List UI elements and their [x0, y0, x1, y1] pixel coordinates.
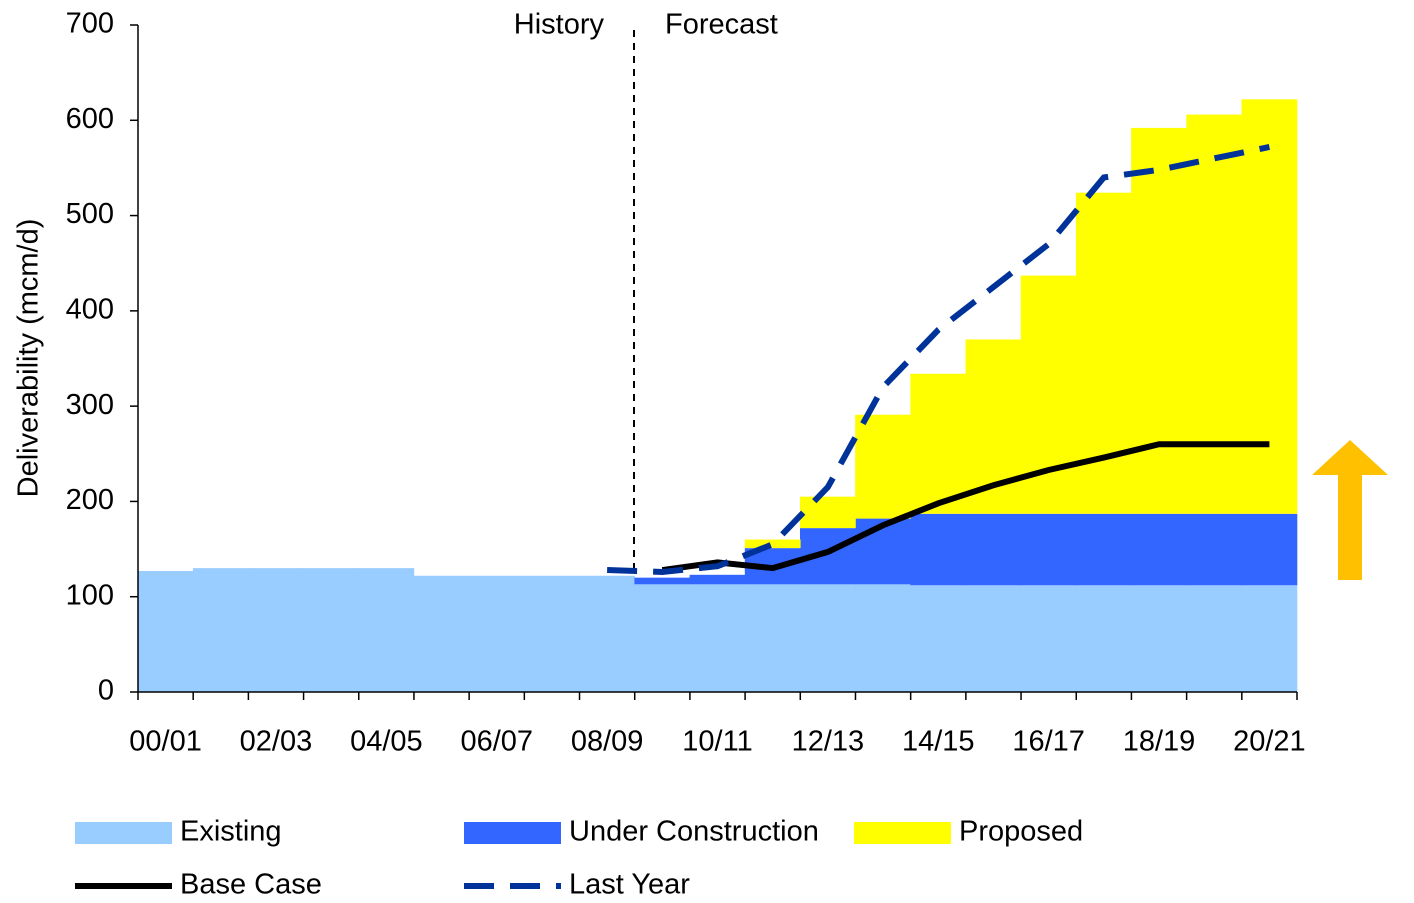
x-tick-label: 02/03	[240, 726, 313, 758]
bar-segment	[1131, 585, 1187, 692]
bar-segment	[1186, 114, 1243, 514]
y-tick-label: 200	[66, 484, 114, 516]
y-tick-label: 700	[66, 8, 114, 40]
bar-segment	[910, 513, 967, 586]
legend-label: Proposed	[959, 816, 1083, 848]
legend-label: Existing	[180, 816, 282, 848]
y-axis-title: Deliverability (mcm/d)	[13, 219, 45, 498]
x-tick-label: 18/19	[1123, 726, 1196, 758]
y-tick-label: 600	[66, 103, 114, 135]
bar-segment	[1241, 585, 1298, 692]
bar-segment	[303, 568, 360, 692]
x-tick-label: 16/17	[1012, 726, 1085, 758]
bar-segment	[1075, 585, 1132, 692]
bar-segment	[634, 577, 691, 585]
bar-segment	[744, 584, 801, 692]
line	[661, 441, 1270, 574]
legend-label: Last Year	[569, 869, 690, 901]
annotation: Forecast	[665, 9, 778, 41]
bar-segment	[855, 414, 911, 519]
bar-segment	[799, 584, 856, 692]
bar-segment	[910, 373, 967, 514]
bar-segment	[1241, 513, 1298, 586]
x-tick-label: 00/01	[129, 726, 202, 758]
y-tick-label: 500	[66, 198, 114, 230]
bar-segment	[799, 496, 856, 529]
x-tick-label: 06/07	[460, 726, 533, 758]
annotation: History	[514, 9, 605, 41]
x-tick-label: 20/21	[1233, 726, 1306, 758]
bar-segment	[1020, 585, 1077, 692]
bar-segment	[1241, 99, 1298, 514]
bar-segment	[413, 575, 470, 692]
bar-segment	[468, 575, 525, 692]
y-tick-label: 0	[98, 675, 114, 707]
bar-segment	[855, 584, 911, 692]
x-tick-label: 08/09	[571, 726, 644, 758]
bar-segment	[689, 574, 746, 585]
legend-label: Base Case	[180, 869, 322, 901]
bar-segment	[248, 568, 304, 692]
bar-segment	[1075, 513, 1132, 586]
bar-segment	[192, 568, 249, 692]
bar-segment	[358, 568, 415, 692]
bar-segment	[965, 585, 1022, 692]
y-tick-label: 400	[66, 294, 114, 326]
bar-segment	[910, 585, 967, 692]
x-tick-label: 10/11	[682, 726, 752, 758]
bar-segment	[1186, 585, 1243, 692]
bar-segment	[634, 584, 691, 692]
x-tick-label: 14/15	[902, 726, 975, 758]
legend-swatch	[75, 822, 172, 844]
bar-segment	[1131, 513, 1187, 586]
bar-segment	[1075, 192, 1132, 514]
legend-label: Under Construction	[569, 816, 819, 848]
y-tick-label: 300	[66, 389, 114, 421]
legend-swatch	[464, 822, 561, 844]
arrow	[1312, 440, 1388, 580]
bar-segment	[744, 539, 801, 549]
bar-segment	[137, 570, 194, 692]
bar-segment	[524, 575, 580, 692]
bar-segment	[689, 584, 746, 692]
line	[607, 144, 1271, 575]
legend-swatch	[854, 822, 951, 844]
bar-segment	[1131, 127, 1187, 514]
x-tick-label: 04/05	[350, 726, 423, 758]
bar-segment	[1186, 513, 1243, 586]
x-tick-label: 12/13	[792, 726, 865, 758]
y-tick-label: 100	[66, 579, 114, 611]
bar-segment	[855, 518, 911, 585]
bar-segment	[965, 513, 1022, 586]
bar-segment	[579, 575, 636, 692]
bar-segment	[1020, 513, 1077, 586]
